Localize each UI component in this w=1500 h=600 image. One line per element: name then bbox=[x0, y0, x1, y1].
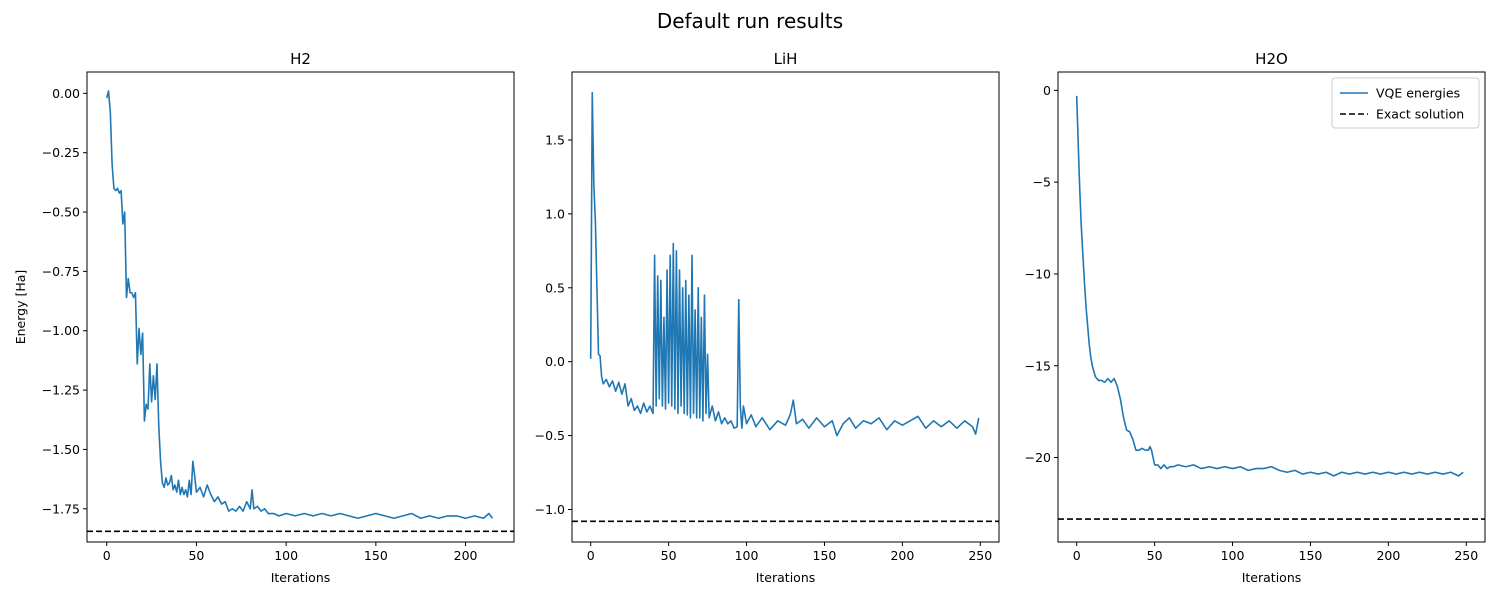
y-tick-label: −5 bbox=[1033, 175, 1051, 190]
panel-title: H2 bbox=[290, 50, 311, 68]
x-tick-label: 150 bbox=[1299, 548, 1323, 563]
x-axis-label: Iterations bbox=[756, 570, 816, 585]
x-tick-label: 100 bbox=[735, 548, 759, 563]
x-tick-label: 250 bbox=[968, 548, 992, 563]
legend: VQE energies Exact solution bbox=[1331, 77, 1480, 129]
y-tick-label: −1.50 bbox=[42, 442, 80, 457]
y-tick-label: −1.75 bbox=[42, 501, 80, 516]
vqe-series-line bbox=[589, 91, 980, 437]
y-tick-label: −1.25 bbox=[42, 383, 80, 398]
y-tick-label: −1.0 bbox=[535, 502, 565, 517]
x-tick-label: 250 bbox=[1454, 548, 1478, 563]
x-tick-label: 150 bbox=[813, 548, 837, 563]
axes-frame bbox=[571, 71, 1000, 543]
axes-frame bbox=[86, 71, 515, 543]
y-tick-label: 1.5 bbox=[545, 132, 565, 147]
panel-title: H2O bbox=[1255, 50, 1288, 68]
x-tick-label: 100 bbox=[274, 548, 298, 563]
y-tick-label: 0.0 bbox=[545, 354, 565, 369]
x-tick-label: 200 bbox=[890, 548, 914, 563]
axes-frame bbox=[1057, 71, 1486, 543]
panel-h2o: H2O 0 50 100 150 200 250 −20 −15 −10 −5 0 Iterations bbox=[1025, 50, 1486, 585]
vqe-series-line bbox=[1075, 95, 1464, 477]
panel-lih: LiH 0 50 100 150 200 250 −1.0 −0.5 0.0 0.5 1.0 1.5 It… bbox=[535, 50, 1000, 585]
y-tick-label: −10 bbox=[1025, 266, 1051, 281]
y-tick-label: 0.00 bbox=[52, 86, 80, 101]
y-tick-label: −0.25 bbox=[42, 145, 80, 160]
x-axis-label: Iterations bbox=[271, 570, 331, 585]
y-tick-label: −1.00 bbox=[42, 323, 80, 338]
y-tick-label: −0.5 bbox=[535, 428, 565, 443]
x-tick-label: 0 bbox=[1073, 548, 1081, 563]
x-tick-label: 50 bbox=[661, 548, 677, 563]
y-tick-label: −20 bbox=[1025, 450, 1051, 465]
x-tick-label: 100 bbox=[1221, 548, 1245, 563]
x-tick-label: 0 bbox=[103, 548, 111, 563]
y-tick-label: −0.50 bbox=[42, 205, 80, 220]
x-tick-label: 200 bbox=[454, 548, 478, 563]
x-tick-label: 50 bbox=[1147, 548, 1163, 563]
legend-exact-label: Exact solution bbox=[1376, 107, 1464, 122]
panel-title: LiH bbox=[774, 50, 798, 68]
x-axis-label: Iterations bbox=[1242, 570, 1302, 585]
panels: H20 50 100 150 200−1.75−1.50−1.25−1.00−0.75−… bbox=[13, 50, 1486, 585]
vqe-series-line bbox=[105, 90, 494, 520]
y-tick-label: −15 bbox=[1025, 358, 1051, 373]
y-tick-label: −0.75 bbox=[42, 264, 80, 279]
y-axis-label: Energy [Ha] bbox=[13, 270, 28, 345]
y-tick-label: 1.0 bbox=[545, 206, 565, 221]
y-tick-label: 0.5 bbox=[545, 280, 565, 295]
legend-vqe-label: VQE energies bbox=[1376, 86, 1460, 101]
panel-h2: H2 0 50 100 150 200 −1.75 −1.50 −1.25 −1.00 −0.75 −… bbox=[13, 50, 515, 585]
y-tick-label: 0 bbox=[1043, 83, 1051, 98]
legend-box bbox=[1331, 77, 1480, 129]
x-tick-label: 200 bbox=[1376, 548, 1400, 563]
x-tick-label: 0 bbox=[587, 548, 595, 563]
figure-title: Default run results bbox=[657, 9, 843, 33]
x-tick-label: 50 bbox=[188, 548, 204, 563]
x-tick-label: 150 bbox=[364, 548, 388, 563]
